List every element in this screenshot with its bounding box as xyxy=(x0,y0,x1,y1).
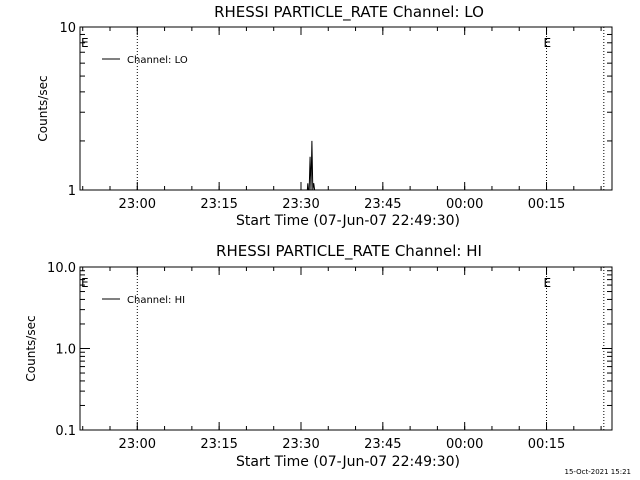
x-tick-label: 23:30 xyxy=(282,437,319,452)
x-tick-label: 00:00 xyxy=(446,437,483,452)
x-tick-label: 23:15 xyxy=(200,197,237,212)
edge-marker-label: E xyxy=(81,276,89,290)
x-tick-label: 23:30 xyxy=(282,197,319,212)
legend-label: Channel: LO xyxy=(127,55,188,66)
x-tick-label: 00:15 xyxy=(528,197,565,212)
chart-title: RHESSI PARTICLE_RATE Channel: HI xyxy=(216,242,482,261)
y-axis-label: Counts/sec xyxy=(36,75,50,141)
x-axis-label: Start Time (07-Jun-07 22:49:30) xyxy=(236,454,460,470)
edge-marker-label: E xyxy=(81,36,89,50)
x-tick-label: 23:45 xyxy=(364,437,401,452)
y-tick-label: 1 xyxy=(68,184,76,199)
footer-timestamp: 15-Oct-2021 15:21 xyxy=(565,468,631,476)
y-tick-label: 10.0 xyxy=(47,261,76,276)
chart-panel-2: RHESSI PARTICLE_RATE Channel: HI 23:00 23:… xyxy=(24,242,613,470)
x-tick-label: 23:15 xyxy=(200,437,237,452)
y-tick-label: 0.1 xyxy=(55,424,76,439)
x-tick-label: 00:00 xyxy=(446,197,483,212)
event-marker-label: E xyxy=(544,276,552,290)
y-tick-label: 10 xyxy=(59,21,76,36)
x-tick-label: 00:15 xyxy=(528,437,565,452)
chart-panel-1: RHESSI PARTICLE_RATE Channel: LO 23:00 23:… xyxy=(36,3,613,229)
x-tick-label: 23:00 xyxy=(119,197,156,212)
x-axis-label: Start Time (07-Jun-07 22:49:30) xyxy=(236,213,460,229)
chart-title: RHESSI PARTICLE_RATE Channel: LO xyxy=(214,3,484,22)
event-marker-label: E xyxy=(544,36,552,50)
plot-frame xyxy=(79,26,613,191)
y-tick-label: 1.0 xyxy=(55,343,76,358)
y-axis-label: Counts/sec xyxy=(24,315,38,381)
plot-frame xyxy=(79,266,613,431)
x-tick-label: 23:45 xyxy=(364,197,401,212)
legend-label: Channel: HI xyxy=(127,295,185,306)
x-tick-label: 23:00 xyxy=(119,437,156,452)
series-line xyxy=(306,140,316,191)
